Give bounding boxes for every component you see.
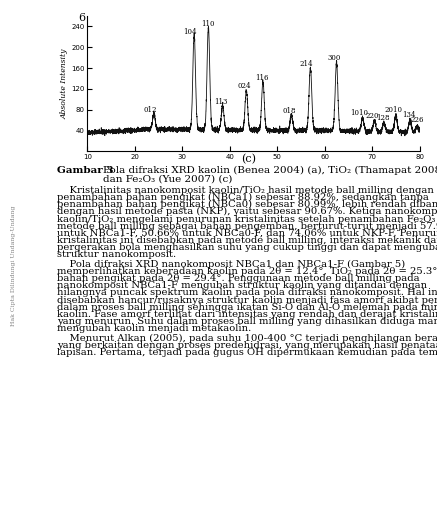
Text: 116: 116	[255, 74, 268, 82]
Text: kaolin. Fase amorf terlihat dari intensitas yang rendah dan derajat kristalinita: kaolin. Fase amorf terlihat dari intensi…	[57, 310, 437, 319]
Text: 018: 018	[282, 107, 296, 115]
Text: struktur nanokomposit.: struktur nanokomposit.	[57, 250, 176, 259]
Text: penambahan bahan pengikat (NBCa1) sebesar 88.92%, sedangkan tanpa: penambahan bahan pengikat (NBCa1) sebesa…	[57, 193, 429, 202]
Text: memperlihatkan keberadaan kaolin pada 2θ = 12.4°, TiO₂ pada 2θ = 25.3°, dan: memperlihatkan keberadaan kaolin pada 2θ…	[57, 267, 437, 276]
Y-axis label: Absolute Intensity: Absolute Intensity	[60, 48, 68, 119]
Text: penambahan bahan pengikat (NBCa0) sebesar 80.99%, lebih rendah dibandingkan: penambahan bahan pengikat (NBCa0) sebesa…	[57, 200, 437, 209]
Text: Pola difraksi XRD kaolin (Benea 2004) (a), TiO₂ (Thamapat 2008) (b),: Pola difraksi XRD kaolin (Benea 2004) (a…	[103, 166, 437, 175]
Text: dalam proses ball milling sehingga ikatan Si-O dan Al-O melemah pada mineral: dalam proses ball milling sehingga ikata…	[57, 303, 437, 312]
Text: mengubah kaolin menjadi metakaolin.: mengubah kaolin menjadi metakaolin.	[57, 324, 251, 333]
Text: (c): (c)	[242, 154, 257, 164]
Text: 1010: 1010	[350, 109, 368, 117]
Text: 134: 134	[402, 111, 416, 119]
Text: 128: 128	[376, 114, 390, 122]
Text: 300: 300	[327, 54, 341, 62]
Text: untuk NBCa1-F, 50.66% untuk NBCa0-F, dan 74.06% untuk NKP-F. Penurunan: untuk NBCa1-F, 50.66% untuk NBCa0-F, dan…	[57, 229, 437, 238]
Text: Menurut Alkan (2005), pada suhu 100-400 °C terjadi penghilangan berat: Menurut Alkan (2005), pada suhu 100-400 …	[57, 333, 437, 342]
Text: 110: 110	[201, 20, 214, 28]
Text: 2010: 2010	[385, 106, 402, 114]
Text: 113: 113	[215, 98, 228, 106]
Text: yang menurun. Suhu dalam proses ball milling yang dihasilkan diduga mampu: yang menurun. Suhu dalam proses ball mil…	[57, 317, 437, 326]
Text: Hak Cipta Dilindungi Undang-Undang: Hak Cipta Dilindungi Undang-Undang	[10, 205, 16, 326]
Text: Kristalinitas nanokomposit kaolin/TiO₂ hasil metode ball milling dengan: Kristalinitas nanokomposit kaolin/TiO₂ h…	[57, 186, 434, 195]
Text: 024: 024	[238, 82, 251, 90]
Text: disebabkan hancur/rusaknya struktur kaolin menjadi fasa amorf akibat pemanasan: disebabkan hancur/rusaknya struktur kaol…	[57, 296, 437, 304]
Text: metode ball milling sebagai bahan pengemban, berturut-turut menjadi 57.92%: metode ball milling sebagai bahan pengem…	[57, 221, 437, 230]
Text: Gambar 3: Gambar 3	[57, 166, 113, 175]
Text: Pola difraksi XRD nanokomposit NBCa1 dan NBCa1-F (Gambar 5): Pola difraksi XRD nanokomposit NBCa1 dan…	[57, 260, 405, 269]
Text: kristalinitas ini disebabkan pada metode ball milling, interaksi mekanik dari: kristalinitas ini disebabkan pada metode…	[57, 236, 437, 245]
Text: yang berkaitan dengan proses predehidrasi, yang merupakan hasil penataan ulang: yang berkaitan dengan proses predehidras…	[57, 341, 437, 350]
Text: pergerakan bola menghasilkan suhu yang cukup tinggi dan dapat mengubah: pergerakan bola menghasilkan suhu yang c…	[57, 243, 437, 252]
Text: bahan pengikat pada 2θ = 29.4°. Penggunaan metode ball milling pada: bahan pengikat pada 2θ = 29.4°. Pengguna…	[57, 274, 420, 283]
Text: dan Fe₂O₃ (Yue 2007) (c): dan Fe₂O₃ (Yue 2007) (c)	[103, 175, 232, 184]
Text: 220: 220	[365, 112, 379, 119]
Text: 6: 6	[79, 13, 86, 23]
Text: lapisan. Pertama, terjadi pada gugus OH dipermukaan kemudian pada temperatur: lapisan. Pertama, terjadi pada gugus OH …	[57, 348, 437, 357]
Text: hilangnya puncak spektrum kaolin pada pola difraksi nanokomposit. Hal ini: hilangnya puncak spektrum kaolin pada po…	[57, 288, 437, 297]
Text: 214: 214	[300, 60, 313, 68]
Text: 012: 012	[144, 106, 157, 114]
Text: kaolin/TiO₂ mengelami penurunan kristalinitas setelah penambahan Fe₂O₃ dengan: kaolin/TiO₂ mengelami penurunan kristali…	[57, 215, 437, 224]
Text: 104: 104	[184, 28, 197, 36]
Text: nanokomposit NBCa1-F mengubah struktur kaolin yang ditandai dengan: nanokomposit NBCa1-F mengubah struktur k…	[57, 281, 427, 290]
Text: dengan hasil metode pasta (NKP), yaitu sebesar 90.67%. Ketiga nanokomposit: dengan hasil metode pasta (NKP), yaitu s…	[57, 207, 437, 217]
Text: 226: 226	[410, 116, 424, 124]
